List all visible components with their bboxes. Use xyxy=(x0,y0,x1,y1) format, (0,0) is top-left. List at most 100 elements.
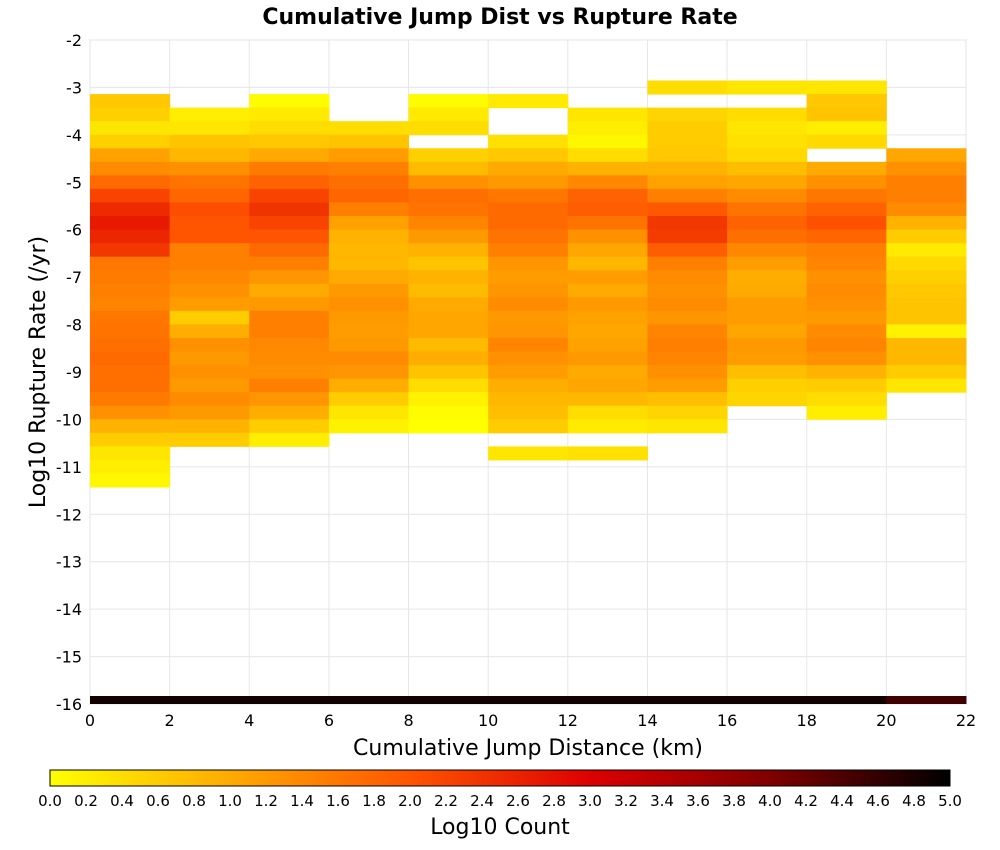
colorbar-tick-label: 3.6 xyxy=(686,792,710,810)
heatmap-cell xyxy=(408,148,489,163)
heatmap-cell xyxy=(328,175,410,190)
heatmap-cell xyxy=(806,134,887,149)
heatmap-cell xyxy=(647,351,728,366)
heatmap-cell xyxy=(90,94,171,109)
heatmap-cell xyxy=(408,216,489,231)
heatmap-cell xyxy=(249,121,330,136)
heatmap-cell xyxy=(169,243,250,258)
heatmap-cell xyxy=(90,351,171,366)
heatmap-cell xyxy=(727,161,808,176)
heatmap-cell xyxy=(886,243,967,258)
heatmap-cell xyxy=(806,243,887,258)
heatmap-cell xyxy=(169,297,250,312)
heatmap-cell xyxy=(408,188,489,203)
heatmap-cell xyxy=(727,256,808,271)
heatmap-cell xyxy=(488,324,569,339)
y-tick-labels: -2 -3 -4 -5 -6 -7 -8 -9 -10 -11 -12 -13 -14 -15 -16 xyxy=(56,31,82,714)
heatmap-cell xyxy=(249,696,330,704)
heatmap-cell xyxy=(408,256,489,271)
heatmap-cell xyxy=(567,121,648,136)
heatmap-cell xyxy=(727,148,808,163)
heatmap-cell xyxy=(408,243,489,258)
heatmap-cell xyxy=(169,256,250,271)
heatmap-cell xyxy=(408,378,489,393)
heatmap-cell xyxy=(727,216,808,231)
heatmap-cell xyxy=(488,378,569,393)
heatmap-cell xyxy=(169,378,250,393)
heatmap-cell xyxy=(90,256,171,271)
heatmap-cell xyxy=(249,324,330,339)
heatmap-cell xyxy=(727,310,808,325)
heatmap-cell xyxy=(90,696,171,704)
heatmap-cell xyxy=(169,161,250,176)
heatmap-cell xyxy=(806,202,887,217)
heatmap-cell xyxy=(90,175,171,190)
y-tick-label: -13 xyxy=(56,553,82,572)
heatmap-cell xyxy=(90,405,171,420)
heatmap-cell xyxy=(567,243,648,258)
heatmap-cell xyxy=(488,256,569,271)
heatmap-cell xyxy=(727,351,808,366)
heatmap-cell xyxy=(647,310,728,325)
heatmap-cell xyxy=(886,216,967,231)
heatmap-cell xyxy=(727,243,808,258)
colorbar-tick-label: 0.2 xyxy=(74,792,98,810)
heatmap-cell xyxy=(567,297,648,312)
heatmap-cell xyxy=(567,270,648,285)
x-tick-label: 14 xyxy=(637,711,657,730)
heatmap-cell xyxy=(727,188,808,203)
heatmap-cell xyxy=(647,297,728,312)
heatmap-cell xyxy=(249,94,330,109)
heatmap-cell xyxy=(488,229,569,244)
heatmap-cell xyxy=(806,351,887,366)
heatmap-cell xyxy=(727,392,808,407)
heatmap-cell xyxy=(806,229,887,244)
heatmap-cell xyxy=(249,405,330,420)
heatmap-cell xyxy=(328,229,410,244)
heatmap-cell xyxy=(90,121,171,136)
heatmap-cell xyxy=(90,310,171,325)
heatmap-cell xyxy=(328,161,410,176)
y-axis-label: Log10 Rupture Rate (/yr) xyxy=(26,236,51,508)
colorbar-tick-label: 1.0 xyxy=(218,792,242,810)
heatmap-cell xyxy=(90,473,171,488)
heatmap-cell xyxy=(886,310,967,325)
y-tick-label: -10 xyxy=(56,410,82,429)
heatmap-cell xyxy=(328,270,410,285)
heatmap-cell xyxy=(567,256,648,271)
colorbar-tick-label: 3.4 xyxy=(650,792,674,810)
heatmap-cell xyxy=(249,148,330,163)
heatmap-cell xyxy=(727,696,808,704)
heatmap-cell xyxy=(249,392,330,407)
heatmap-cell xyxy=(727,121,808,136)
heatmap-cell xyxy=(90,243,171,258)
x-tick-label: 10 xyxy=(478,711,498,730)
heatmap-cell xyxy=(806,392,887,407)
heatmap-cell xyxy=(567,419,648,434)
heatmap-cell xyxy=(488,188,569,203)
colorbar-tick-label: 4.2 xyxy=(794,792,818,810)
y-tick-label: -4 xyxy=(66,126,82,145)
heatmap-cell xyxy=(647,270,728,285)
heatmap-cell xyxy=(567,175,648,190)
heatmap-cell xyxy=(488,297,569,312)
heatmap-cell xyxy=(169,216,250,231)
heatmap-cell xyxy=(249,161,330,176)
heatmap-cell xyxy=(806,161,887,176)
heatmap-cell xyxy=(249,310,330,325)
heatmap-cell xyxy=(886,148,967,163)
heatmap-cell xyxy=(886,696,967,704)
heatmap-cell xyxy=(249,351,330,366)
heatmap-cell xyxy=(567,378,648,393)
heatmap-cell xyxy=(488,94,569,109)
heatmap-cell xyxy=(328,297,410,312)
heatmap-cell xyxy=(806,107,887,122)
heatmap-cell xyxy=(488,405,569,420)
heatmap-cell xyxy=(727,324,808,339)
heatmap-cell xyxy=(90,378,171,393)
heatmap-cell xyxy=(886,175,967,190)
heatmap-cell xyxy=(806,270,887,285)
heatmap-cell xyxy=(90,324,171,339)
heatmap-cell xyxy=(806,283,887,298)
heatmap-cell xyxy=(169,134,250,149)
